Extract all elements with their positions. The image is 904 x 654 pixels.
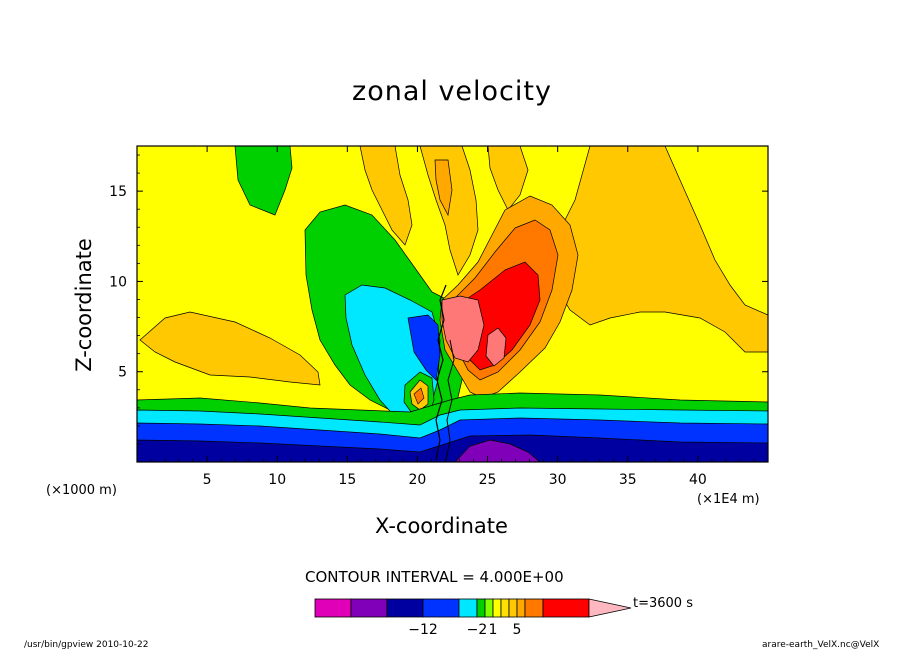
contour-band-pink-jet (441, 295, 485, 363)
x-unit-left-label: (×1000 m) (46, 483, 117, 498)
footer-right-text: arare-earth_VelX.nc@VelX (762, 640, 880, 650)
wave-contours (435, 284, 447, 461)
contour-band-red-patch (413, 387, 425, 405)
colorbar-box (542, 598, 590, 618)
colorbar-box (314, 598, 352, 618)
colorbar: −12 −2 1 5 (314, 598, 632, 638)
chart-title: zonal velocity (352, 76, 552, 107)
colorbar-box (350, 598, 388, 618)
colorbar-box (386, 598, 424, 618)
x-tick-label: 30 (549, 472, 567, 488)
colorbar-label: −12 (408, 622, 438, 638)
x-tick-label: 5 (203, 472, 212, 488)
x-tick-label: 20 (409, 472, 427, 488)
colorbar-box (476, 598, 486, 618)
colorbar-box (508, 598, 518, 618)
contour-band-navy-bottom (137, 434, 768, 462)
x-tick-label: 40 (689, 472, 707, 488)
y-axis: 5 10 15 (109, 154, 768, 445)
colorbar-box (484, 598, 494, 618)
plot-frame (136, 145, 769, 463)
contour-band-orange-plume-1 (359, 146, 413, 246)
contour-field (137, 146, 768, 462)
x-tick-label: 15 (338, 472, 356, 488)
colorbar-box (516, 598, 526, 618)
wave-contours-2 (445, 339, 455, 461)
colorbar-box (422, 598, 460, 618)
x-axis-label: X-coordinate (375, 514, 508, 538)
colorbar-arrow (588, 598, 632, 618)
contour-band-green-top (234, 146, 293, 216)
contour-band-blue-center (407, 314, 441, 381)
y-tick-label: 5 (118, 365, 127, 381)
contour-band-purple-bottom (454, 439, 541, 462)
contour-band-pink-blob (485, 327, 507, 367)
contour-band-orange-left (139, 311, 321, 386)
footer-left-text: /usr/bin/gpview 2010-10-22 (24, 640, 149, 650)
colorbar-box (524, 598, 544, 618)
colorbar-box (458, 598, 478, 618)
contour-interval-label: CONTOUR INTERVAL = 4.000E+00 (305, 568, 564, 586)
time-label: t=3600 s (633, 596, 693, 611)
x-tick-label: 35 (619, 472, 637, 488)
colorbar-label: 5 (513, 622, 522, 638)
colorbar-label: 1 (489, 622, 498, 638)
colorbar-box (492, 598, 502, 618)
y-tick-label: 10 (109, 274, 127, 290)
x-axis: 5 10 15 20 25 30 35 40 (150, 146, 755, 488)
y-axis-label: Z-coordinate (72, 238, 96, 372)
contour-band-orange-plume-3 (487, 146, 529, 211)
x-unit-right-label: (×1E4 m) (697, 492, 760, 507)
x-tick-label: 10 (268, 472, 286, 488)
contour-band-darkorange-plume (434, 159, 453, 217)
y-tick-label: 15 (109, 184, 127, 200)
colorbar-label: −2 (467, 622, 488, 638)
x-tick-label: 25 (479, 472, 497, 488)
colorbar-box (500, 598, 510, 618)
